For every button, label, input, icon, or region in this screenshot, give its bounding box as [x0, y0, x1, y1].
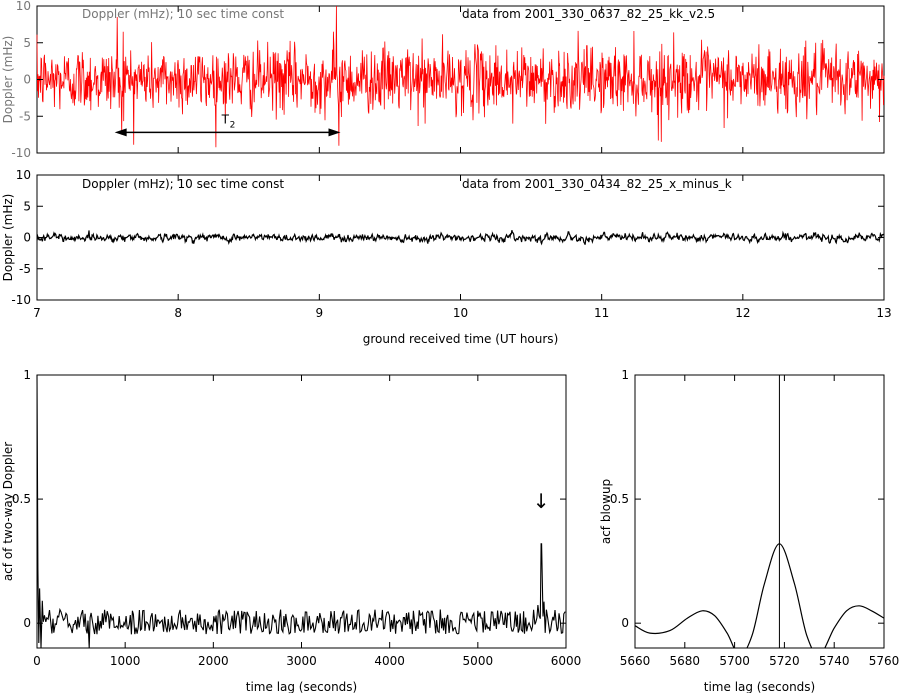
peak-marker-arrow: ↓: [533, 489, 550, 513]
plot-frame-acf: [36, 374, 567, 649]
x-tick-label: 5760: [869, 654, 900, 668]
y-tick-label: -10: [11, 146, 31, 160]
x-tick-label: 9: [316, 306, 324, 320]
x-tick-label: 3000: [286, 654, 317, 668]
doppler-series-top: [36, 5, 885, 148]
x-tick-label: 8: [174, 306, 182, 320]
y-tick-label: 5: [23, 36, 31, 50]
annotation-left-middle: Doppler (mHz); 10 sec time const: [82, 177, 284, 191]
x-tick-label: 11: [594, 306, 609, 320]
annotation-right-middle: data from 2001_330_0434_82_25_x_minus_k: [462, 177, 732, 191]
y-tick-label: 0.5: [12, 492, 31, 506]
x-tick-label: 0: [33, 654, 41, 668]
x-tick-label: 13: [876, 306, 891, 320]
y-tick-label: 0: [23, 73, 31, 87]
series-top: [36, 5, 885, 148]
x-tick-label: 4000: [374, 654, 405, 668]
panel-middle: -10 -5 0 5 10 7 8 9 10 11 12 13 Doppler (mHz); 10 s…: [1, 168, 892, 346]
plot-frame-blowup: [634, 374, 885, 649]
x-tick-label: 7: [33, 306, 41, 320]
arrow-head-left: [114, 128, 127, 137]
x-tick-label: 1000: [110, 654, 141, 668]
x-tick-label: 5680: [670, 654, 701, 668]
x-tick-label: 5700: [719, 654, 750, 668]
series-acf: [36, 374, 566, 649]
y-tick-label: 1: [23, 368, 31, 382]
annotation-right-top: data from 2001_330_0637_82_25_kk_v2.5: [462, 7, 715, 21]
y-tick-label: -10: [11, 293, 31, 307]
y-tick-label: -5: [19, 262, 31, 276]
ylabel-acf: acf of two-way Doppler: [1, 442, 15, 581]
panel-top: -10 -5 0 5 10 Doppler (mHz); 10 sec time con…: [1, 0, 885, 160]
y-tick-label: -5: [19, 109, 31, 123]
acf-series: [36, 374, 566, 649]
y-tick-label: 0: [621, 616, 629, 630]
x-tick-label: 5720: [769, 654, 800, 668]
axis-ticks-top: -10 -5 0 5 10: [11, 0, 885, 160]
arrow-head-right: [328, 128, 341, 137]
x-tick-label: 5740: [819, 654, 850, 668]
series-middle: [36, 230, 885, 246]
y-tick-label: 0: [23, 231, 31, 245]
annotation-left-top: Doppler (mHz); 10 sec time const: [82, 7, 284, 21]
y-tick-label: 10: [16, 168, 31, 182]
panel-acf: 0 0.5 1 0 1000 2000 3000 4000 5000 6000 acf of tw…: [1, 368, 581, 693]
x-tick-label: 5000: [463, 654, 494, 668]
xlabel-acf: time lag (seconds): [246, 680, 357, 693]
axis-ticks-acf: 0 0.5 1 0 1000 2000 3000 4000 5000 6000: [12, 368, 581, 668]
y-tick-label: 0.5: [610, 492, 629, 506]
xlabel-middle: ground received time (UT hours): [363, 332, 559, 346]
t2-label: T: [221, 112, 230, 126]
t2-subscript: 2: [230, 120, 236, 130]
doppler-series-middle: [36, 230, 885, 246]
xlabel-blowup: time lag (seconds): [704, 680, 815, 693]
y-tick-label: 10: [16, 0, 31, 13]
y-tick-label: 5: [23, 199, 31, 213]
axis-ticks-middle: -10 -5 0 5 10 7 8 9 10 11 12 13: [11, 168, 891, 320]
axis-ticks-blowup: 0 0.5 1 5660 5680 5700 5720 5740 5760: [610, 368, 899, 668]
ylabel-blowup: acf blowup: [599, 479, 613, 544]
y-tick-label: 0: [23, 616, 31, 630]
ylabel-top: Doppler (mHz): [1, 36, 15, 124]
acf-blowup-series: [635, 543, 884, 648]
x-tick-label: 5660: [620, 654, 651, 668]
x-tick-label: 2000: [198, 654, 229, 668]
y-tick-label: 1: [621, 368, 629, 382]
x-tick-label: 12: [735, 306, 750, 320]
series-blowup: [635, 375, 884, 648]
x-tick-label: 10: [453, 306, 468, 320]
panel-blowup: 0 0.5 1 5660 5680 5700 5720 5740 5760 acf blowup…: [599, 368, 899, 693]
x-tick-label: 6000: [551, 654, 582, 668]
ylabel-middle: Doppler (mHz): [1, 194, 15, 282]
